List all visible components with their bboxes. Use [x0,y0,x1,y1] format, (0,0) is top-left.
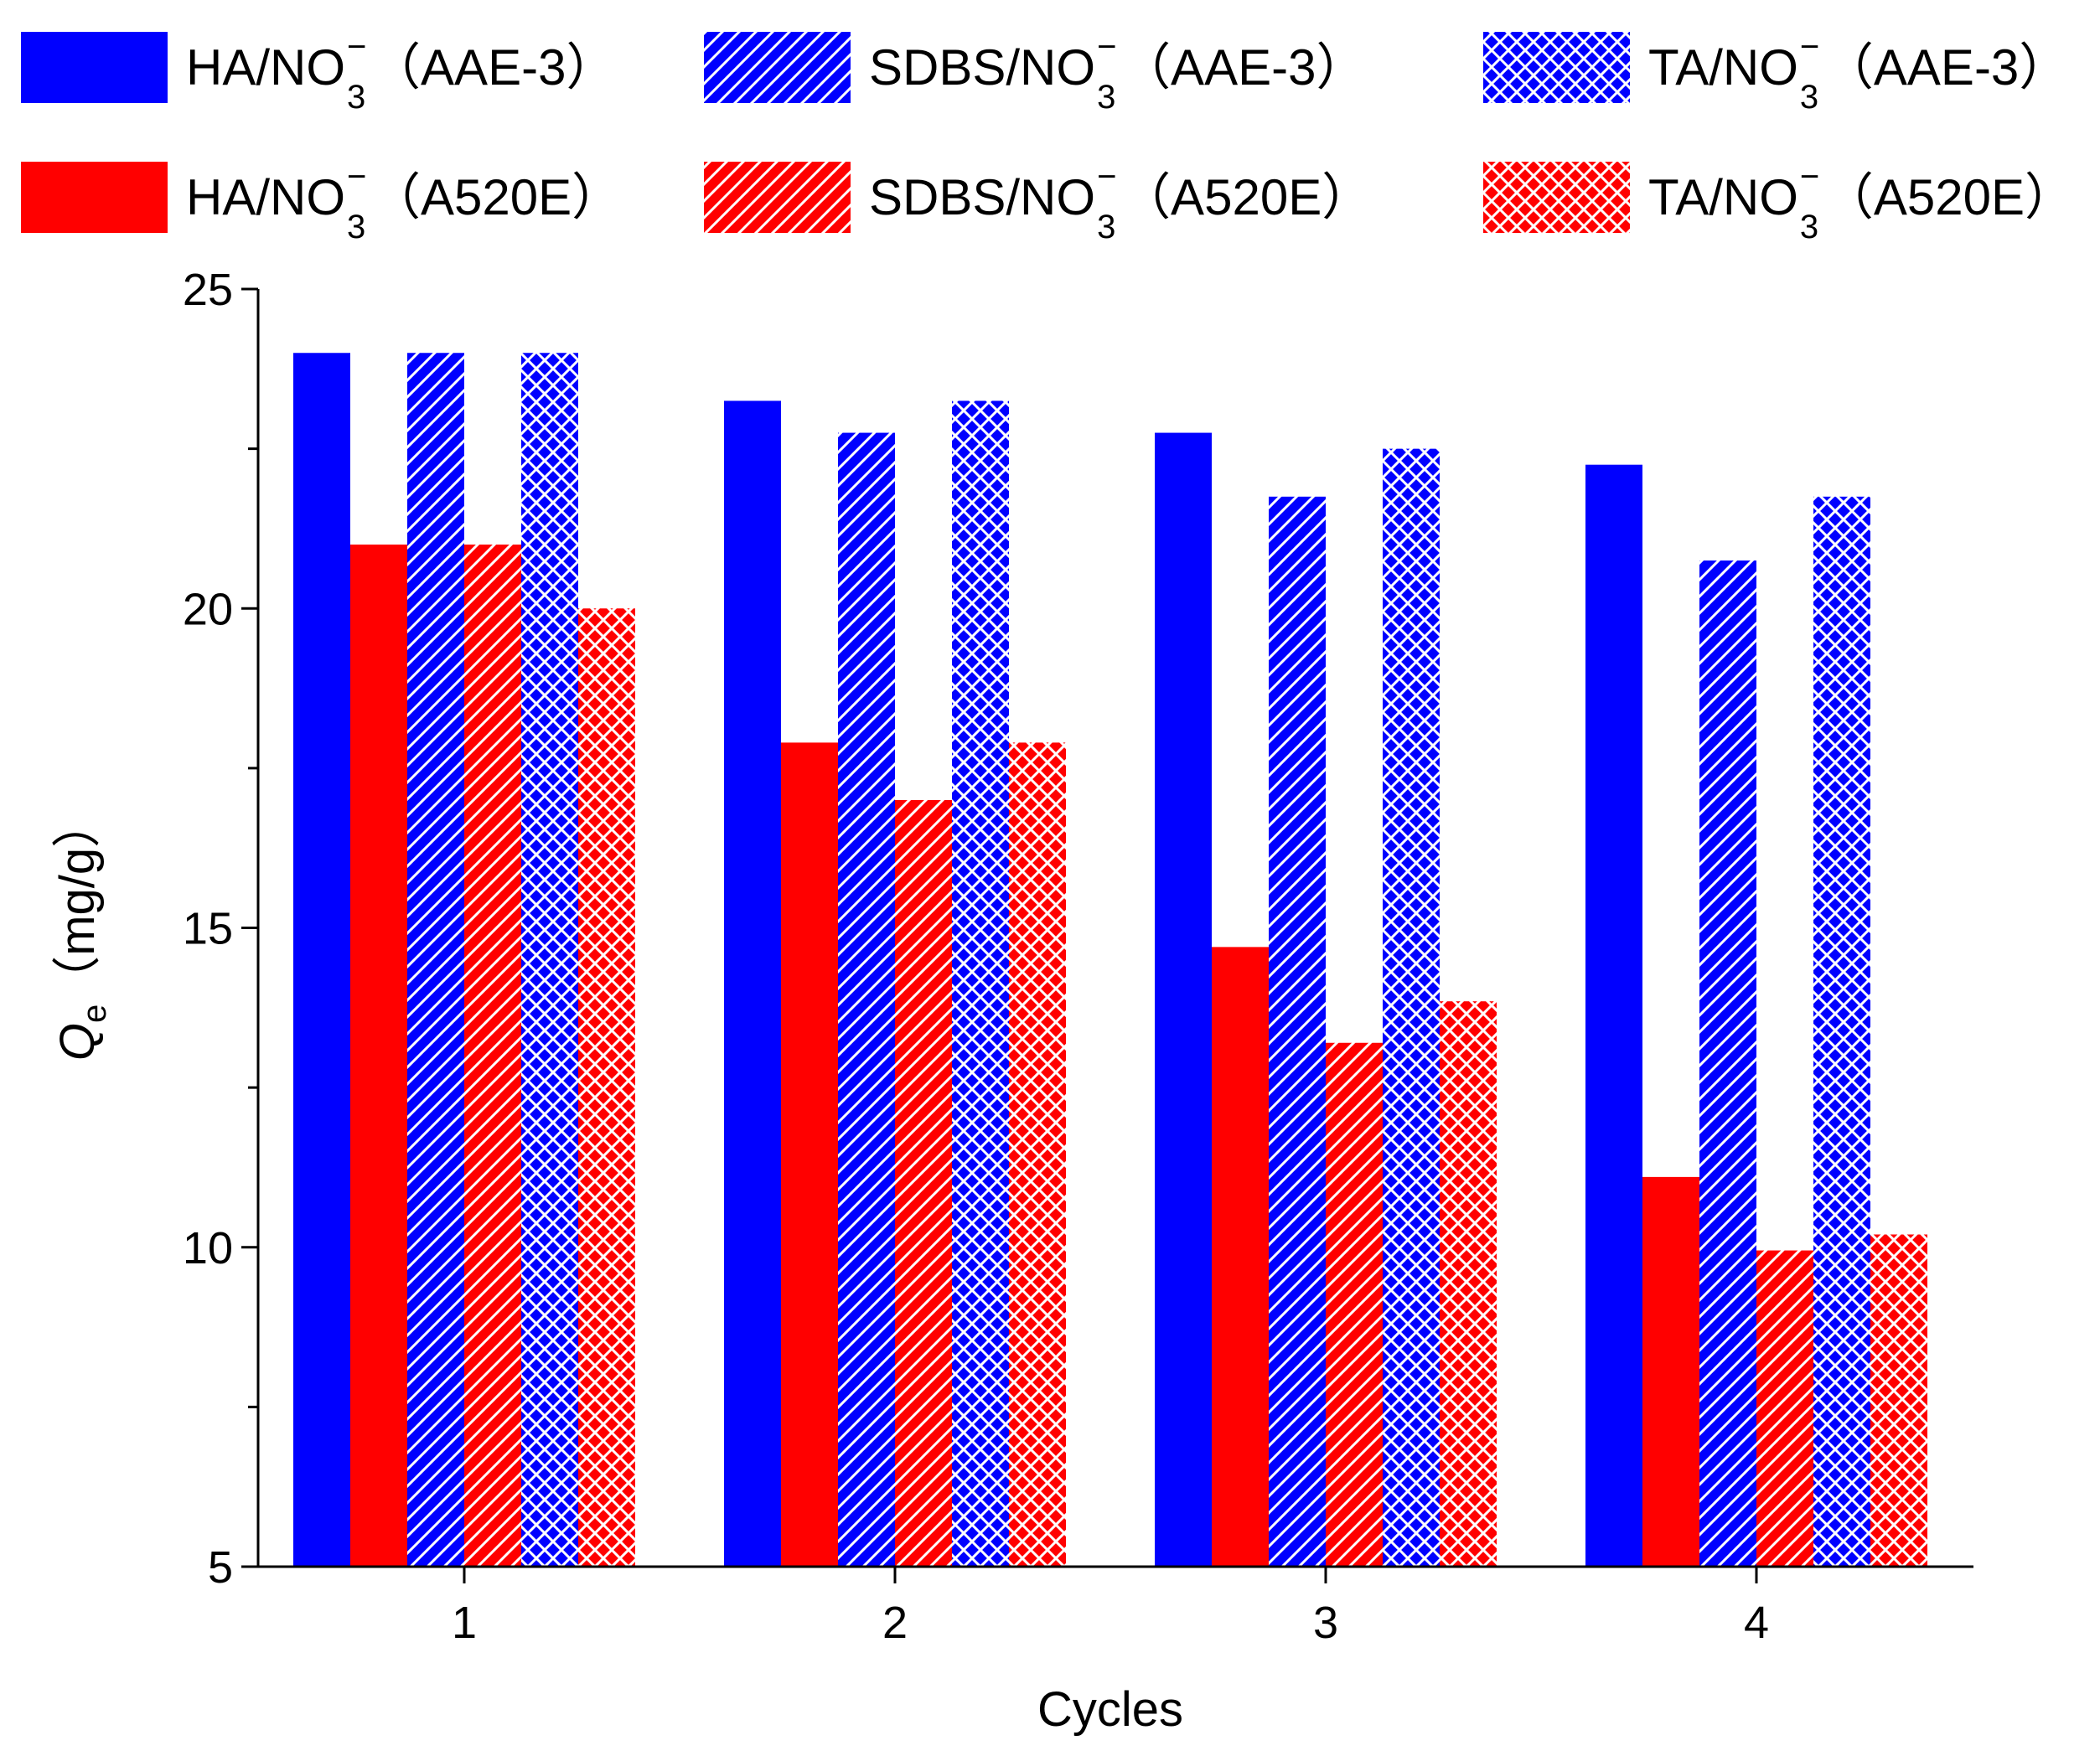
bar-series1-cycle2 [724,400,781,1567]
legend-superscript: − [1097,158,1116,195]
legend-subscript: 3 [1800,209,1818,245]
legend-swatch [704,32,851,103]
y-axis-title: Qe（mg/g） [50,799,113,1061]
y-axis-subscript: e [76,1005,113,1023]
legend-suffix: （A520E） [370,169,622,225]
x-axis-title: Cycles [1037,1682,1183,1737]
x-tick-label: 4 [1744,1598,1769,1648]
bar-series2-cycle4 [1642,1176,1699,1567]
legend-suffix: （AAE-3） [370,39,616,96]
bar-series1-cycle3 [1155,432,1212,1567]
bars-group [293,353,1927,1567]
legend-label: SDBS/NO [869,169,1095,225]
bar-series4-cycle2 [895,800,952,1567]
x-tick-label: 3 [1313,1598,1338,1648]
legend-item-6: TA/NO − 3（A520E） [1483,158,2075,245]
legend-superscript: − [347,28,366,65]
bar-series5-cycle4 [1813,496,1870,1567]
legend-superscript: − [347,158,366,195]
bar-series2-cycle1 [350,545,407,1567]
legend-subscript: 3 [1097,79,1115,116]
bar-series4-cycle3 [1326,1042,1383,1567]
legend-item-3: SDBS/NO − 3（AAE-3） [704,28,1366,116]
legend-subscript: 3 [347,209,365,245]
legend-suffix: （AAE-3） [1120,39,1366,96]
y-tick-label: 25 [183,265,233,315]
legend-item-1: HA/NO − 3（AAE-3） [21,28,616,116]
bar-series5-cycle1 [521,353,578,1567]
bar-series3-cycle1 [407,353,464,1567]
y-tick-label: 10 [183,1223,233,1273]
bar-series2-cycle2 [781,742,838,1567]
legend: HA/NO −3（AAE-3） SDBS/NO −3（AAE-3） TA/NO −3（AA… [21,28,2075,245]
legend-subscript: 3 [347,79,365,116]
bar-series3-cycle4 [1699,560,1756,1567]
legend-swatch [704,162,851,233]
bar-series5-cycle3 [1383,448,1440,1567]
bar-series6-cycle2 [1009,742,1066,1567]
legend-item-4: SDBS/NO − 3（A520E） [704,158,1372,245]
bar-series4-cycle4 [1756,1250,1813,1567]
legend-superscript: − [1097,28,1116,65]
legend-superscript: − [1800,28,1819,65]
y-tick-label: 15 [183,904,233,954]
bar-series6-cycle3 [1440,1001,1497,1567]
bar-series3-cycle3 [1269,496,1326,1567]
legend-suffix: （A520E） [1823,169,2075,225]
y-tick-label: 20 [183,584,233,634]
legend-label: TA/NO [1648,39,1798,96]
legend-label: SDBS/NO [869,39,1095,96]
bar-series6-cycle4 [1870,1234,1927,1567]
x-tick-label: 2 [882,1598,908,1648]
axes-group: 5 10 15 20 25 1 2 3 4 [183,265,1973,1648]
legend-subscript: 3 [1097,209,1115,245]
legend-swatch [1483,32,1630,103]
y-axis-title-text: Qe（mg/g） [50,799,113,1061]
bar-series5-cycle2 [952,400,1009,1567]
legend-label: TA/NO [1648,169,1798,225]
y-axis-unit: （mg/g） [50,799,105,1005]
bar-series1-cycle4 [1585,464,1642,1567]
legend-item-5: TA/NO − 3（AAE-3） [1483,28,2069,116]
legend-item-2: HA/NO − 3（A520E） [21,158,622,245]
legend-superscript: − [1800,158,1819,195]
bar-series6-cycle1 [578,608,635,1567]
legend-suffix: （A520E） [1120,169,1372,225]
y-axis-symbol: Q [50,1023,105,1061]
legend-label: HA/NO [186,169,345,225]
y-tick-label: 5 [208,1542,233,1593]
bar-series4-cycle1 [464,545,521,1567]
legend-swatch [21,32,168,103]
legend-swatch [1483,162,1630,233]
x-tick-label: 1 [452,1598,477,1648]
bar-series2-cycle3 [1212,947,1269,1567]
bar-series1-cycle1 [293,353,350,1567]
legend-swatch [21,162,168,233]
legend-suffix: （AAE-3） [1823,39,2069,96]
bar-series3-cycle2 [838,432,895,1567]
legend-subscript: 3 [1800,79,1818,116]
legend-label: HA/NO [186,39,345,96]
